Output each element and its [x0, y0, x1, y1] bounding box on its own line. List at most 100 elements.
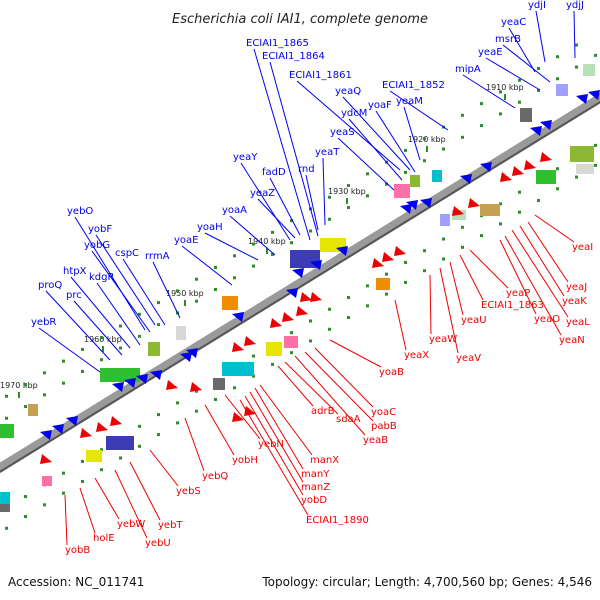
forward-gene-arrow [124, 378, 136, 388]
label-leader-line [91, 250, 151, 333]
marker-dot [138, 424, 141, 428]
marker-dot [366, 284, 369, 288]
label-leader-line [305, 174, 319, 231]
label-leader-line [277, 365, 314, 407]
forward-feature-block [222, 296, 238, 310]
marker-dot [385, 182, 388, 186]
forward-gene-arrow [420, 198, 432, 208]
reverse-gene-arrow [232, 412, 244, 422]
label-leader-line [74, 216, 146, 331]
tick-mark [266, 248, 268, 254]
marker-dot [518, 190, 521, 194]
marker-dot [233, 386, 236, 390]
marker-dot [233, 254, 236, 258]
marker-dot [556, 77, 559, 81]
marker-dot [119, 324, 122, 328]
gene-label-yobh: yobH [232, 455, 258, 466]
forward-gene-arrow [112, 382, 124, 392]
label-leader-line [294, 355, 366, 436]
label-leader-line [462, 74, 516, 109]
marker-dot [575, 43, 578, 47]
marker-dot [24, 405, 27, 409]
marker-dot [499, 202, 502, 206]
label-leader-line [284, 361, 339, 415]
gene-label-eciai1-1852: ECIAI1_1852 [382, 80, 445, 91]
label-leader-line [348, 118, 403, 181]
label-leader-line [439, 267, 459, 354]
marker-dot [214, 265, 217, 269]
gene-label-yobg: yobG [84, 240, 110, 251]
forward-feature-block [148, 342, 160, 356]
marker-dot [594, 163, 597, 167]
reverse-gene-arrow [110, 416, 122, 426]
marker-dot [290, 351, 293, 355]
forward-gene-arrow [336, 246, 348, 256]
label-leader-line [342, 96, 411, 171]
label-leader-line [244, 395, 304, 496]
marker-dot [347, 184, 350, 188]
label-leader-line [375, 110, 416, 173]
tick-label-1950-kbp: 1950 kbp [166, 289, 204, 298]
reverse-gene-arrow [296, 306, 308, 316]
forward-gene-arrow [150, 370, 162, 380]
marker-dot [5, 394, 8, 398]
gene-label-yobb: yobB [65, 545, 90, 556]
label-leader-line [45, 290, 111, 361]
marker-dot [594, 143, 597, 147]
marker-dot [214, 287, 217, 291]
marker-dot [537, 198, 540, 202]
label-leader-line [485, 57, 541, 91]
gene-label-yeax: yeaX [404, 350, 429, 361]
gene-label-yeat: yeaT [315, 147, 340, 158]
reverse-gene-arrow [244, 406, 256, 416]
label-leader-line [511, 229, 569, 318]
reverse-feature-block [480, 204, 500, 216]
marker-dot [24, 515, 27, 519]
gene-label-yeav: yeaV [456, 353, 481, 364]
marker-dot [252, 374, 255, 378]
label-leader-line [519, 225, 565, 297]
gene-label-sdaa: sdaA [336, 414, 361, 425]
label-leader-line [184, 417, 205, 472]
marker-dot [157, 433, 160, 437]
marker-dot [385, 272, 388, 276]
forward-gene-arrow [286, 288, 298, 298]
forward-gene-arrow [232, 312, 244, 322]
marker-dot [537, 88, 540, 92]
gene-label-ydjj: ydjJ [566, 0, 584, 11]
tick-label-1910-kbp: 1910 kbp [486, 83, 524, 92]
gene-label-yeau: yeaU [461, 315, 487, 326]
gene-label-rnd: rnd [298, 164, 315, 175]
gene-label-yebr: yebR [31, 317, 56, 328]
label-leader-line [304, 351, 374, 422]
marker-dot [43, 503, 46, 507]
label-leader-line [239, 399, 309, 516]
accession-text: Accession: NC_011741 [8, 575, 144, 589]
marker-dot [461, 245, 464, 249]
marker-dot [309, 339, 312, 343]
marker-dot [461, 113, 464, 117]
tick-mark [18, 392, 20, 398]
marker-dot [461, 225, 464, 229]
marker-dot [81, 347, 84, 351]
marker-dot [43, 371, 46, 375]
label-leader-line [508, 27, 536, 73]
marker-dot [5, 416, 8, 420]
label-leader-line [504, 235, 562, 336]
reverse-feature-block [536, 170, 556, 184]
marker-dot [24, 495, 27, 499]
marker-dot [366, 304, 369, 308]
gene-label-yeae: yeaE [478, 47, 503, 58]
tick-mark [346, 198, 348, 204]
label-leader-line [403, 106, 421, 161]
gene-label-yobf: yobF [88, 224, 112, 235]
reverse-gene-arrow [310, 292, 322, 302]
gene-label-yoaa: yoaA [222, 205, 247, 216]
gene-label-yeap: yeaP [506, 288, 530, 299]
label-leader-line [322, 157, 326, 226]
label-leader-line [429, 274, 432, 335]
gene-label-fadd: fadD [262, 167, 286, 178]
label-leader-line [114, 469, 148, 539]
marker-dot [43, 393, 46, 397]
label-leader-line [257, 198, 296, 239]
